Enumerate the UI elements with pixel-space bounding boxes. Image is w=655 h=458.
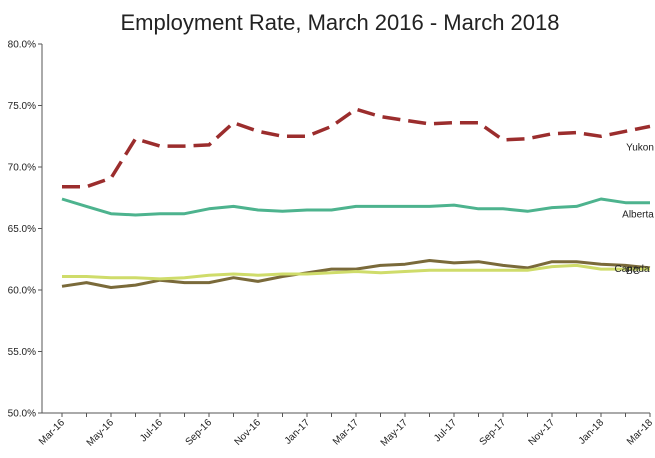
x-tick-label: Jul-16	[138, 417, 165, 444]
x-tick-label: May-16	[85, 417, 117, 449]
series-label-canada: Canada	[614, 264, 649, 275]
series-line-bc	[61, 259, 651, 289]
y-tick-label: 75.0%	[8, 101, 36, 112]
axes-group: 50.0% 55.0% 60.0% 65.0% 70.0% 75.0% 80.0% Mar-1…	[8, 40, 655, 449]
x-tick-label: Jul-17	[432, 417, 459, 444]
y-tick-label: 50.0%	[8, 409, 36, 420]
x-tick-label: Sep-17	[478, 417, 509, 448]
y-tick-label: 65.0%	[8, 224, 36, 235]
x-tick-label: Jan-18	[577, 417, 607, 447]
series-group	[61, 107, 651, 289]
x-tick-label: Jan-17	[283, 417, 313, 447]
chart-title: Employment Rate, March 2016 - March 2018	[121, 10, 560, 35]
series-label-alberta: Alberta	[622, 209, 654, 220]
x-tick-label: Nov-17	[527, 417, 558, 448]
y-tick-label: 60.0%	[8, 286, 36, 297]
y-tick-label: 80.0%	[8, 40, 36, 51]
y-tick-label: 70.0%	[8, 163, 36, 174]
x-tick-label: Mar-18	[625, 417, 655, 447]
x-tick-label: Mar-16	[37, 417, 67, 447]
x-tick-label: Nov-16	[233, 417, 264, 448]
x-tick-label: May-17	[379, 417, 411, 449]
x-tick-label: Sep-16	[184, 417, 215, 448]
series-line-canada	[62, 263, 650, 281]
y-tick-label: 55.0%	[8, 347, 36, 358]
series-label-bc: BC	[626, 266, 640, 277]
x-tick-label: Mar-17	[331, 417, 361, 447]
series-line-alberta	[61, 197, 650, 217]
series-label-yukon: Yukon	[626, 142, 654, 153]
series-line-yukon	[62, 107, 651, 189]
